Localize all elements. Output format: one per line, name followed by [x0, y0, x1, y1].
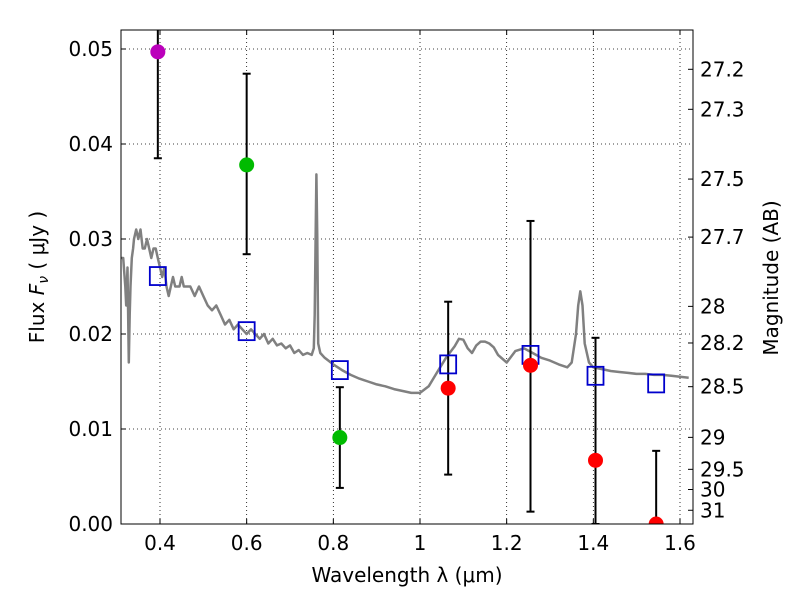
right-tick-label: 28.5 — [700, 375, 745, 399]
observed-point-3 — [332, 430, 348, 446]
y-axis-title: Flux Fν ( μJy ) — [25, 211, 52, 343]
y-tick-label: 0.01 — [68, 417, 113, 441]
x-axis-ticks: 0.4 0.6 0.8 1 1.2 1.4 1.6 — [144, 30, 696, 555]
y-tick-label: 0.00 — [68, 512, 113, 536]
y-axis-title-part-2: F — [25, 283, 49, 295]
model-photometry-square-2 — [237, 321, 256, 342]
y-tick-label: 0.03 — [68, 227, 113, 251]
model-photometry-square-1 — [148, 266, 167, 286]
observed-point-6 — [588, 452, 603, 468]
observed-point-4 — [440, 380, 456, 396]
y-axis-title-part-3: ν — [36, 276, 52, 284]
plot-frame — [120, 29, 694, 525]
observed-point-7 — [648, 516, 664, 524]
observed-point-2 — [239, 157, 255, 173]
y-axis-title-part-1: Flux — [25, 295, 49, 343]
x-tick-label: 0.6 — [231, 531, 263, 555]
right-tick-label: 27.3 — [700, 97, 745, 121]
y-axis-ticks: 0.00 0.01 0.02 0.03 0.04 0.05 — [68, 37, 126, 536]
x-tick-label: 0.4 — [144, 531, 176, 555]
y-axis-title-part-4: ( μJy ) — [25, 211, 49, 276]
right-tick-label: 30 — [700, 478, 725, 502]
right-tick-label: 27.2 — [700, 57, 745, 81]
x-tick-label: 1.6 — [664, 531, 696, 555]
x-tick-label: 0.8 — [317, 531, 349, 555]
right-tick-label: 28.2 — [700, 331, 745, 355]
model-spectrum-layer — [121, 173, 689, 395]
observed-points-layer — [150, 44, 664, 524]
y-tick-label: 0.02 — [68, 322, 113, 346]
right-tick-label: 28 — [700, 294, 725, 318]
x-tick-label: 1.4 — [577, 531, 609, 555]
observed-point-5 — [523, 357, 538, 373]
model-photometry-square-6 — [586, 365, 605, 386]
right-tick-label: 29.5 — [700, 457, 745, 481]
model-photometry-square-7 — [647, 373, 666, 394]
right-tick-label: 27.7 — [700, 225, 745, 249]
model-photometry-square-3 — [330, 360, 349, 381]
right-tick-label: 29 — [700, 425, 725, 449]
observed-point-1 — [150, 44, 166, 60]
y-tick-label: 0.05 — [68, 37, 113, 61]
model-photometry-square-4 — [439, 354, 458, 375]
model-spectrum-line — [121, 173, 689, 395]
right-axis-title: Magnitude (AB) — [759, 200, 783, 355]
right-tick-label: 31 — [700, 498, 725, 522]
x-tick-label: 1 — [414, 531, 427, 555]
x-axis-title: Wavelength λ (μm) — [311, 563, 502, 587]
y-tick-label: 0.04 — [68, 132, 113, 156]
right-tick-label: 27.5 — [700, 167, 745, 191]
x-tick-label: 1.2 — [491, 531, 523, 555]
plot-content — [121, 30, 689, 524]
